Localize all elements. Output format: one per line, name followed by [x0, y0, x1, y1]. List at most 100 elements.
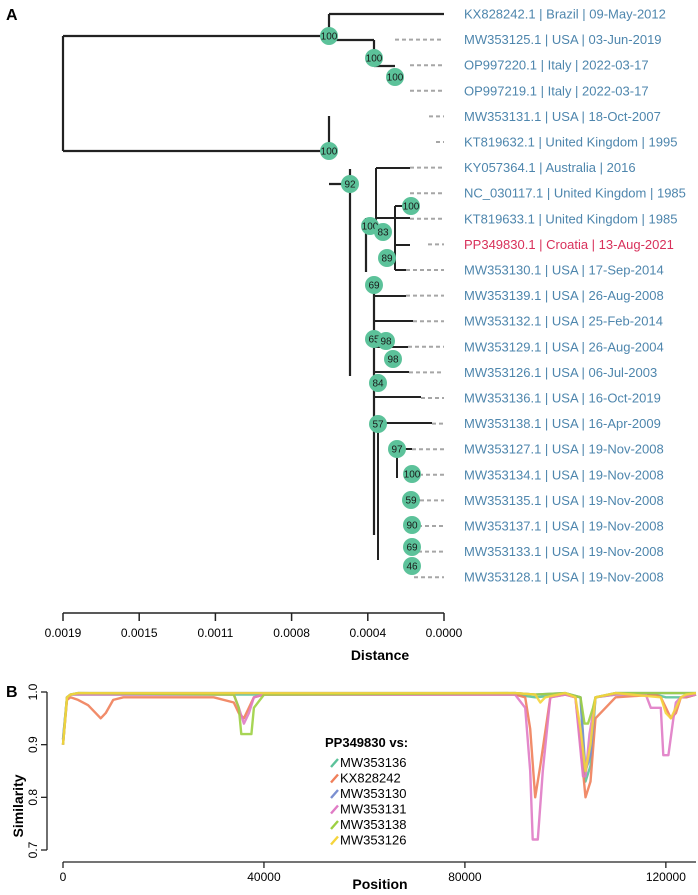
series-line-mw353131 — [61, 693, 697, 841]
support-node — [403, 538, 421, 556]
legend-swatch — [330, 789, 339, 799]
support-value: 69 — [368, 281, 380, 292]
tip-label: MW353127.1 | USA | 19-Nov-2008 — [464, 442, 664, 457]
tip-label: NC_030117.1 | United Kingdom | 1985 — [464, 186, 686, 201]
support-value: 59 — [405, 496, 417, 507]
similarity-x-tick-label: 80000 — [448, 870, 482, 884]
support-node — [320, 142, 338, 160]
legend-swatch — [330, 835, 339, 846]
support-value: 100 — [387, 73, 404, 84]
legend-label: MW353138 — [340, 817, 406, 832]
support-node — [374, 223, 392, 241]
legend-swatch — [330, 758, 339, 768]
support-value: 65 — [368, 335, 380, 346]
similarity-series — [61, 691, 697, 841]
support-node — [402, 197, 420, 215]
tip-label: PP349830.1 | Croatia | 13-Aug-2021 — [464, 237, 674, 252]
legend-label: KX828242 — [340, 771, 401, 786]
tree-axis-tick-label: 0.0015 — [121, 626, 158, 640]
similarity-y-tick-label: 1.0 — [26, 683, 40, 700]
tip-label: MW353136.1 | USA | 16-Oct-2019 — [464, 391, 661, 406]
support-value: 100 — [366, 54, 383, 65]
legend-title: PP349830 vs: — [325, 735, 408, 750]
similarity-y-tick-label: 0.8 — [26, 789, 40, 806]
support-node — [384, 350, 402, 368]
similarity-x-tick-label: 40000 — [247, 870, 281, 884]
support-value: 100 — [403, 202, 420, 213]
legend-swatch — [330, 804, 339, 815]
support-value: 89 — [381, 254, 393, 265]
tip-label: KT819632.1 | United Kingdom | 1995 — [464, 135, 677, 150]
panel-b-letter: B — [6, 684, 18, 701]
tip-label: KY057364.1 | Australia | 2016 — [464, 160, 636, 175]
support-value: 69 — [406, 543, 418, 554]
support-node — [369, 374, 387, 392]
legend-label: MW353130 — [340, 786, 406, 801]
support-node — [365, 276, 383, 294]
legend-swatch — [330, 773, 339, 784]
tree-axis-tick-label: 0.0008 — [273, 626, 310, 640]
tip-label: MW353139.1 | USA | 26-Aug-2008 — [464, 288, 664, 303]
support-node — [320, 27, 338, 45]
series-line-mw353126 — [61, 691, 697, 773]
support-value: 98 — [380, 337, 392, 348]
support-value: 100 — [404, 470, 421, 481]
support-node — [386, 68, 404, 86]
legend-swatch — [330, 820, 339, 830]
support-node — [369, 415, 387, 433]
support-value: 92 — [344, 180, 356, 191]
support-node — [403, 465, 421, 483]
tip-label: MW353134.1 | USA | 19-Nov-2008 — [464, 467, 664, 482]
similarity-axes: 0.7 0.8 0.9 1.0 0 40000 80000 120000 — [26, 683, 696, 884]
support-node — [377, 332, 395, 350]
legend-label: MW353126 — [340, 833, 406, 848]
support-value: 100 — [321, 32, 338, 43]
tree-axis-tick-label: 0.0000 — [426, 626, 463, 640]
similarity-y-tick-label: 0.9 — [26, 736, 40, 753]
tip-label: KT819633.1 | United Kingdom | 1985 — [464, 211, 677, 226]
tip-label: MW353126.1 | USA | 06-Jul-2003 — [464, 365, 657, 380]
support-node — [403, 557, 421, 575]
tree-axis-tick-label: 0.0019 — [45, 626, 82, 640]
tip-label: MW353137.1 | USA | 19-Nov-2008 — [464, 519, 664, 534]
similarity-y-tick-label: 0.7 — [26, 841, 40, 858]
similarity-x-tick-label: 0 — [60, 870, 67, 884]
tip-label: MW353130.1 | USA | 17-Sep-2014 — [464, 263, 664, 278]
tree-axis-tick-label: 0.0004 — [349, 626, 386, 640]
similarity-x-axis-title: Position — [352, 876, 407, 892]
tree-x-axis-title: Distance — [351, 647, 410, 663]
support-value: 90 — [406, 521, 418, 532]
support-value: 100 — [321, 147, 338, 158]
panel-a-letter: A — [6, 7, 18, 24]
support-node — [378, 249, 396, 267]
support-value: 46 — [406, 562, 418, 573]
similarity-x-tick-label: 120000 — [646, 870, 686, 884]
support-node — [402, 491, 420, 509]
support-node — [403, 516, 421, 534]
legend-label: MW353136 — [340, 755, 406, 770]
tip-label: MW353131.1 | USA | 18-Oct-2007 — [464, 109, 661, 124]
tip-label: MW353135.1 | USA | 19-Nov-2008 — [464, 493, 664, 508]
tip-label: MW353132.1 | USA | 25-Feb-2014 — [464, 314, 663, 329]
support-value: 97 — [391, 445, 403, 456]
support-node — [388, 440, 406, 458]
tip-label: MW353133.1 | USA | 19-Nov-2008 — [464, 544, 664, 559]
support-node — [341, 175, 359, 193]
tip-label: MW353129.1 | USA | 26-Aug-2004 — [464, 339, 664, 354]
support-value: 98 — [387, 355, 399, 366]
phylogenetic-tree: KX828242.1 | Brazil | 09-May-2012 MW35312… — [61, 7, 686, 585]
tip-label: MW353128.1 | USA | 19-Nov-2008 — [464, 570, 664, 585]
support-value: 57 — [372, 420, 384, 431]
similarity-y-axis-title: Similarity — [10, 774, 26, 837]
tip-label: OP997220.1 | Italy | 2022-03-17 — [464, 58, 649, 73]
support-node — [365, 49, 383, 67]
tip-label: OP997219.1 | Italy | 2022-03-17 — [464, 83, 649, 98]
legend-label: MW353131 — [340, 802, 406, 817]
support-value: 84 — [372, 379, 384, 390]
tip-label: MW353125.1 | USA | 03-Jun-2019 — [464, 32, 662, 47]
support-value: 100 — [362, 222, 379, 233]
tree-distance-axis: 0.0019 0.0015 0.0011 0.0008 0.0004 0.0000 — [45, 612, 463, 640]
support-value: 83 — [377, 228, 389, 239]
tip-label: KX828242.1 | Brazil | 09-May-2012 — [464, 7, 666, 22]
